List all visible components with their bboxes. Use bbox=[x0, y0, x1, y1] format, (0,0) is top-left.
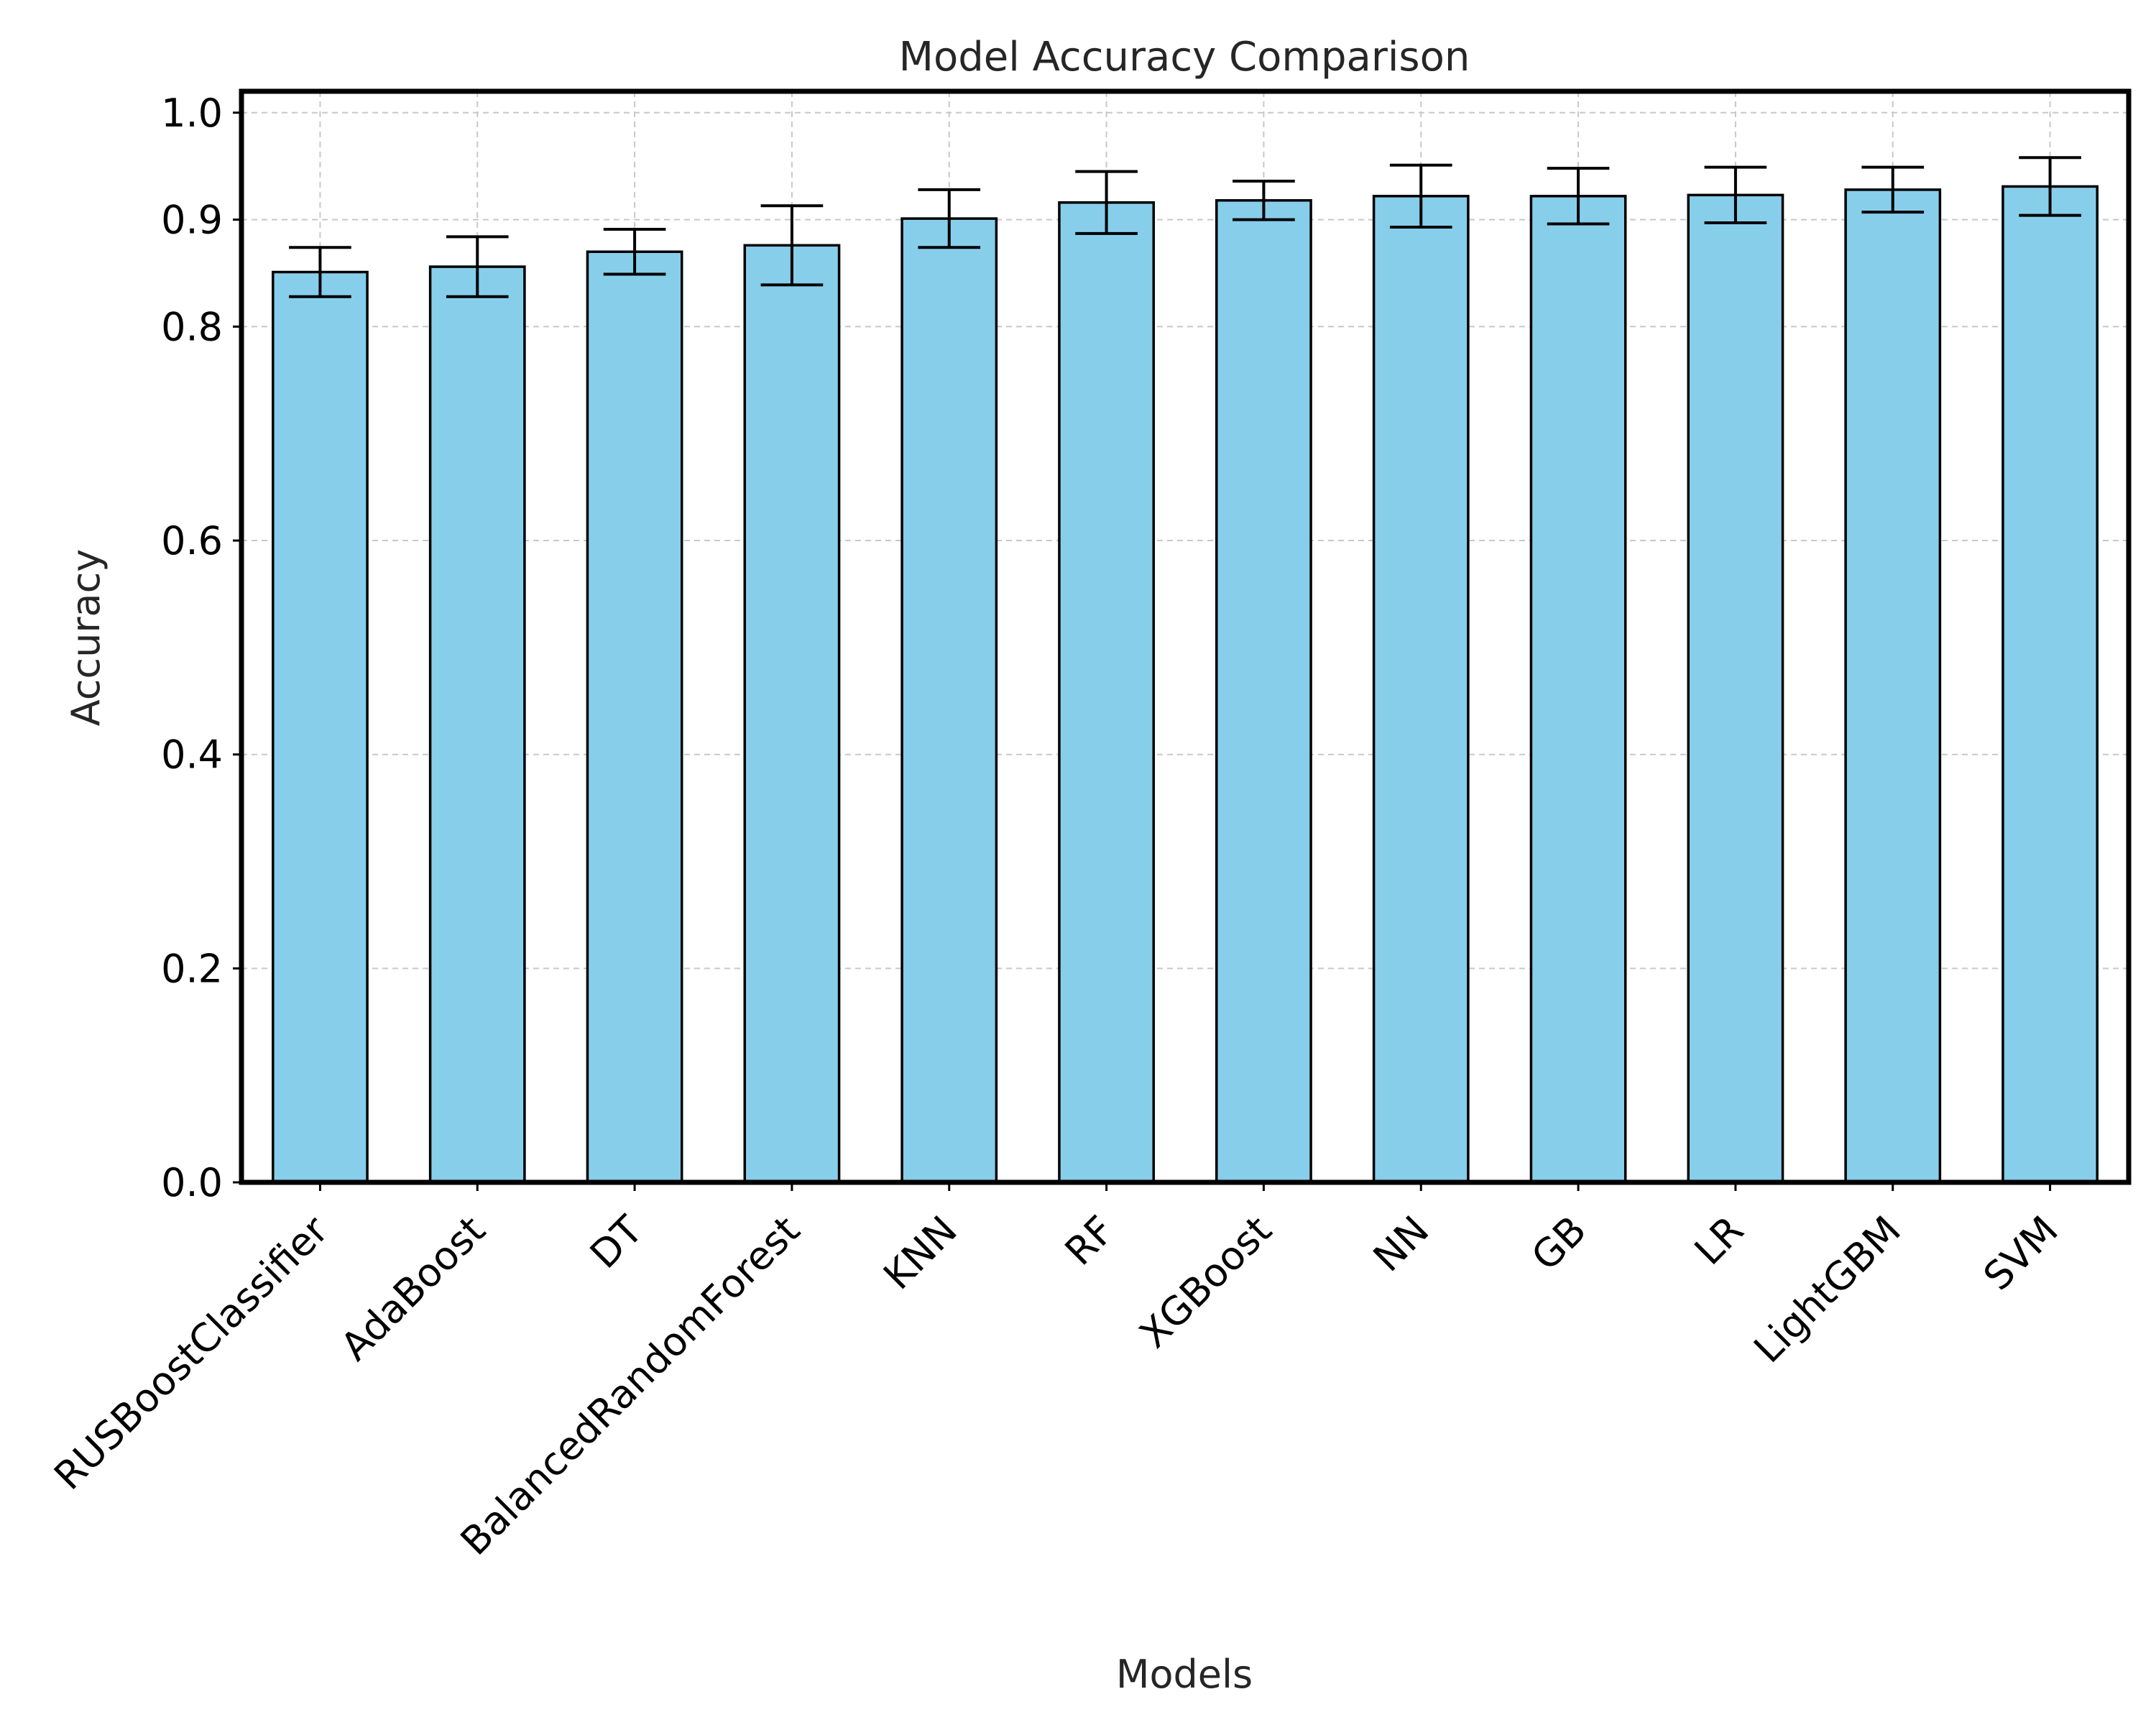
bar-gb bbox=[1529, 195, 1627, 1184]
y-tick-label: 1.0 bbox=[161, 91, 223, 136]
y-tick-label: 0.6 bbox=[161, 518, 223, 564]
bar-rusboostclassifier bbox=[272, 270, 369, 1184]
y-tick-label: 0.8 bbox=[161, 304, 223, 349]
y-axis-label: Accuracy bbox=[63, 549, 109, 727]
bar-adaboost bbox=[428, 265, 526, 1184]
bar-nn bbox=[1372, 195, 1470, 1184]
y-tick-label: 0.9 bbox=[161, 198, 223, 243]
error-bars bbox=[289, 156, 2081, 298]
x-axis-label: Models bbox=[1116, 1652, 1253, 1697]
bar-balancedrandomforest bbox=[743, 244, 841, 1184]
bar-knn bbox=[900, 217, 998, 1184]
bar-lr bbox=[1687, 193, 1784, 1184]
bar-dt bbox=[586, 250, 683, 1184]
bar-xgboost bbox=[1215, 199, 1312, 1184]
bar-lightgbm bbox=[1844, 188, 1942, 1184]
y-tick-label: 0.0 bbox=[161, 1160, 223, 1205]
bar-rf bbox=[1058, 201, 1155, 1184]
y-tick-label: 0.4 bbox=[161, 732, 223, 778]
chart-title: Model Accuracy Comparison bbox=[899, 34, 1470, 80]
bar-svm bbox=[2001, 185, 2099, 1184]
y-axis-ticks: 0.0 0.2 0.4 0.6 0.8 0.9 1.0 bbox=[161, 91, 241, 1205]
plot-frame bbox=[239, 88, 2132, 1185]
y-tick-label: 0.2 bbox=[161, 946, 223, 991]
